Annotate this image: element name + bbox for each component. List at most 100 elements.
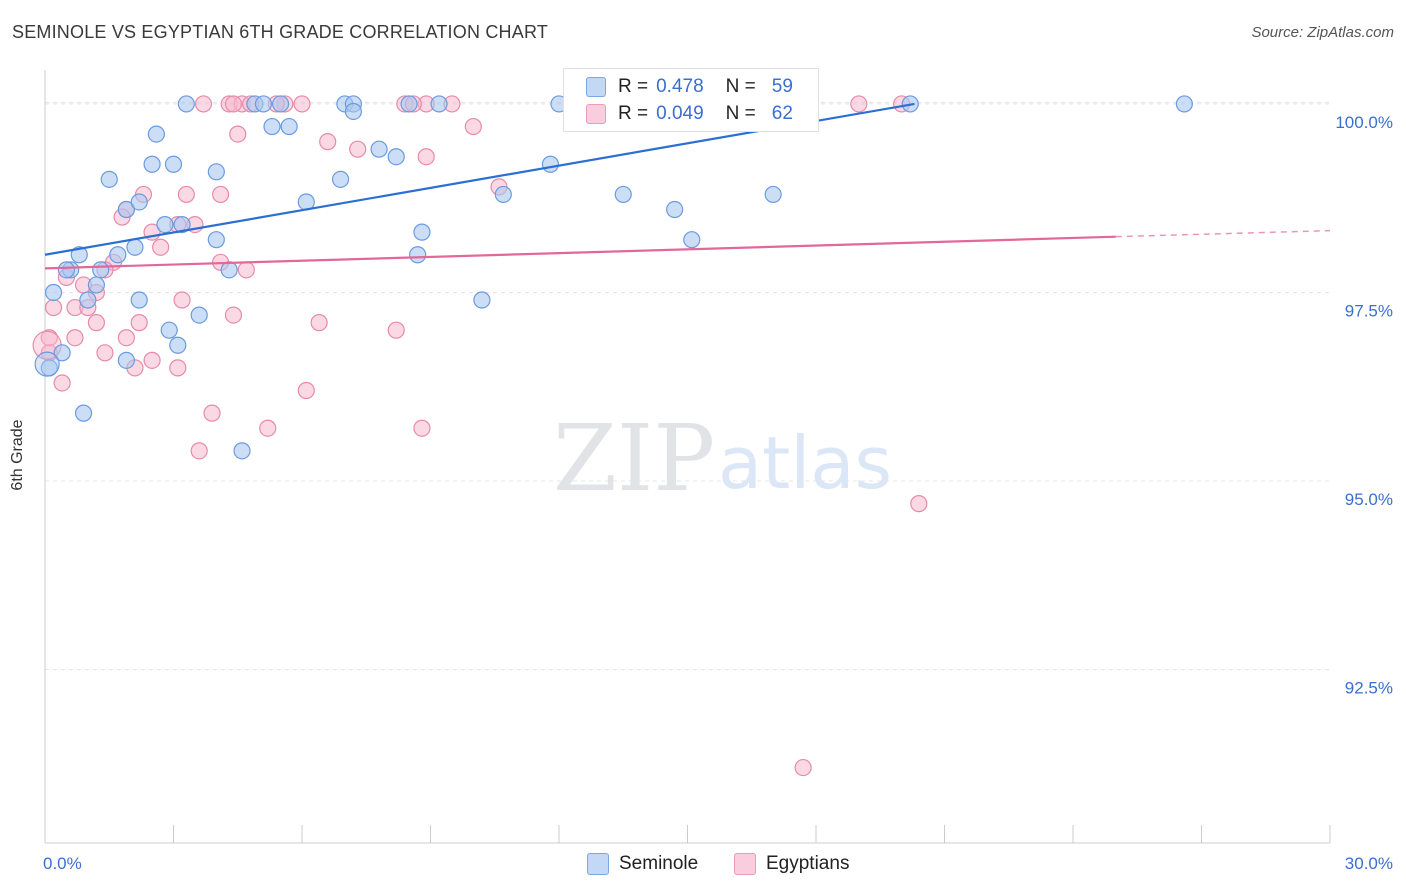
seminole-point (117, 351, 135, 369)
n-label: N = (725, 76, 756, 97)
legend-item-egyptians: Egyptians (734, 851, 849, 877)
seminole-point (280, 117, 298, 136)
egyptians-point (297, 381, 315, 400)
r-value-egyptians: 0.049 (656, 103, 704, 124)
egyptians-point (259, 419, 277, 437)
seminole-point (370, 140, 388, 158)
egyptians-point (203, 404, 221, 422)
egyptians-point (96, 344, 114, 362)
egyptians-point (169, 359, 187, 377)
egyptians-point (794, 758, 812, 777)
y-tick-label: 97.5% (1345, 301, 1393, 320)
egyptians-point (224, 306, 243, 324)
egyptians-point (190, 442, 208, 460)
x-tick-label: 0.0% (43, 854, 82, 873)
legend-row-egyptians: R = 0.049 N = 62 (586, 101, 793, 127)
seminole-point (177, 95, 195, 113)
source-label: Source: ZipAtlas.com (1251, 24, 1394, 41)
seminole-point (92, 261, 110, 279)
seminole-point (331, 170, 350, 188)
seminole-point (156, 216, 174, 234)
legend-item-seminole: Seminole (587, 851, 698, 877)
seminole-point (666, 200, 684, 219)
seminole-point (160, 321, 178, 339)
egyptians-point (194, 95, 213, 113)
egyptians-point (44, 298, 63, 317)
seminole-point (117, 200, 135, 219)
seminole-point (614, 185, 632, 204)
seminole-point (130, 291, 148, 309)
r-label: R = (618, 103, 649, 124)
seminole-point (173, 216, 191, 234)
seminole-point (207, 163, 225, 181)
seminole-point (207, 231, 225, 249)
seminole-point (44, 283, 63, 302)
egyptians-point (310, 314, 328, 332)
watermark: ZIP atlas (553, 405, 892, 512)
seminole-point (169, 336, 187, 354)
seminole-point (344, 102, 362, 121)
seminole-point (220, 261, 238, 279)
seminole-point (1175, 95, 1193, 113)
seminole-point (387, 148, 405, 166)
seminole-legend-label: Seminole (619, 853, 699, 874)
egyptians-point (387, 321, 405, 339)
y-tick-label: 100.0% (1335, 113, 1393, 132)
axes-layer (44, 70, 1331, 844)
legend-row-seminole: R = 0.478 N = 59 (586, 74, 793, 100)
seminole-point (254, 95, 273, 113)
egyptians-point (237, 261, 255, 279)
watermark-zip: ZIP (553, 405, 715, 512)
n-label: N = (725, 103, 756, 124)
x-tick-label: 30.0% (1345, 854, 1393, 873)
egyptians-point (910, 495, 928, 513)
egyptians-point (117, 329, 135, 347)
stats-legend: R = 0.478 N = 59 R = 0.049 N = 62 (563, 68, 819, 132)
egyptians-point (319, 133, 337, 151)
egyptians-point (87, 314, 106, 332)
seminole-point (147, 125, 165, 143)
seminole-point (764, 185, 782, 204)
egyptians-point (152, 238, 170, 256)
egyptians-legend-swatch (734, 853, 756, 875)
egyptians-legend-label: Egyptians (766, 853, 850, 874)
egyptians-point (413, 419, 431, 437)
egyptians-point (177, 185, 195, 204)
seminole-point (130, 193, 148, 211)
seminole-point (494, 185, 512, 204)
egyptians-point (293, 95, 311, 113)
egyptians-point (53, 374, 71, 392)
seminole-point (541, 155, 560, 173)
seminole-point (74, 404, 93, 422)
egyptians-point (66, 329, 84, 347)
egyptians-trend-line (44, 235, 1116, 270)
egyptians-point (130, 314, 148, 332)
seminole-point (409, 246, 427, 264)
seminole-swatch (586, 77, 606, 97)
seminole-point (109, 246, 127, 264)
egyptians-point (464, 117, 482, 136)
r-label: R = (618, 76, 649, 97)
seminole-point (400, 95, 418, 113)
seminole-point (57, 261, 76, 279)
seminole-point (473, 291, 491, 309)
egyptians-point (143, 351, 161, 369)
chart-title: SEMINOLE VS EGYPTIAN 6TH GRADE CORRELATI… (12, 22, 549, 42)
seminole-point (100, 170, 118, 188)
r-value-seminole: 0.478 (656, 76, 704, 97)
seminole-point (87, 276, 106, 294)
seminole-point (683, 231, 701, 249)
n-value-seminole: 59 (771, 76, 793, 97)
y-tick-label: 92.5% (1345, 679, 1393, 698)
egyptians-point (224, 95, 243, 113)
grid-layer (45, 101, 1330, 671)
tick-labels: 100.0% 97.5% 95.0% 92.5% 0.0% 30.0% (43, 113, 1393, 873)
seminole-point (53, 344, 71, 362)
watermark-atlas: atlas (718, 421, 892, 505)
egyptians-point (417, 148, 435, 166)
seminole-point (79, 291, 97, 309)
egyptians-point (173, 291, 191, 309)
seminole-point (190, 306, 208, 324)
seminole-point (263, 117, 281, 136)
